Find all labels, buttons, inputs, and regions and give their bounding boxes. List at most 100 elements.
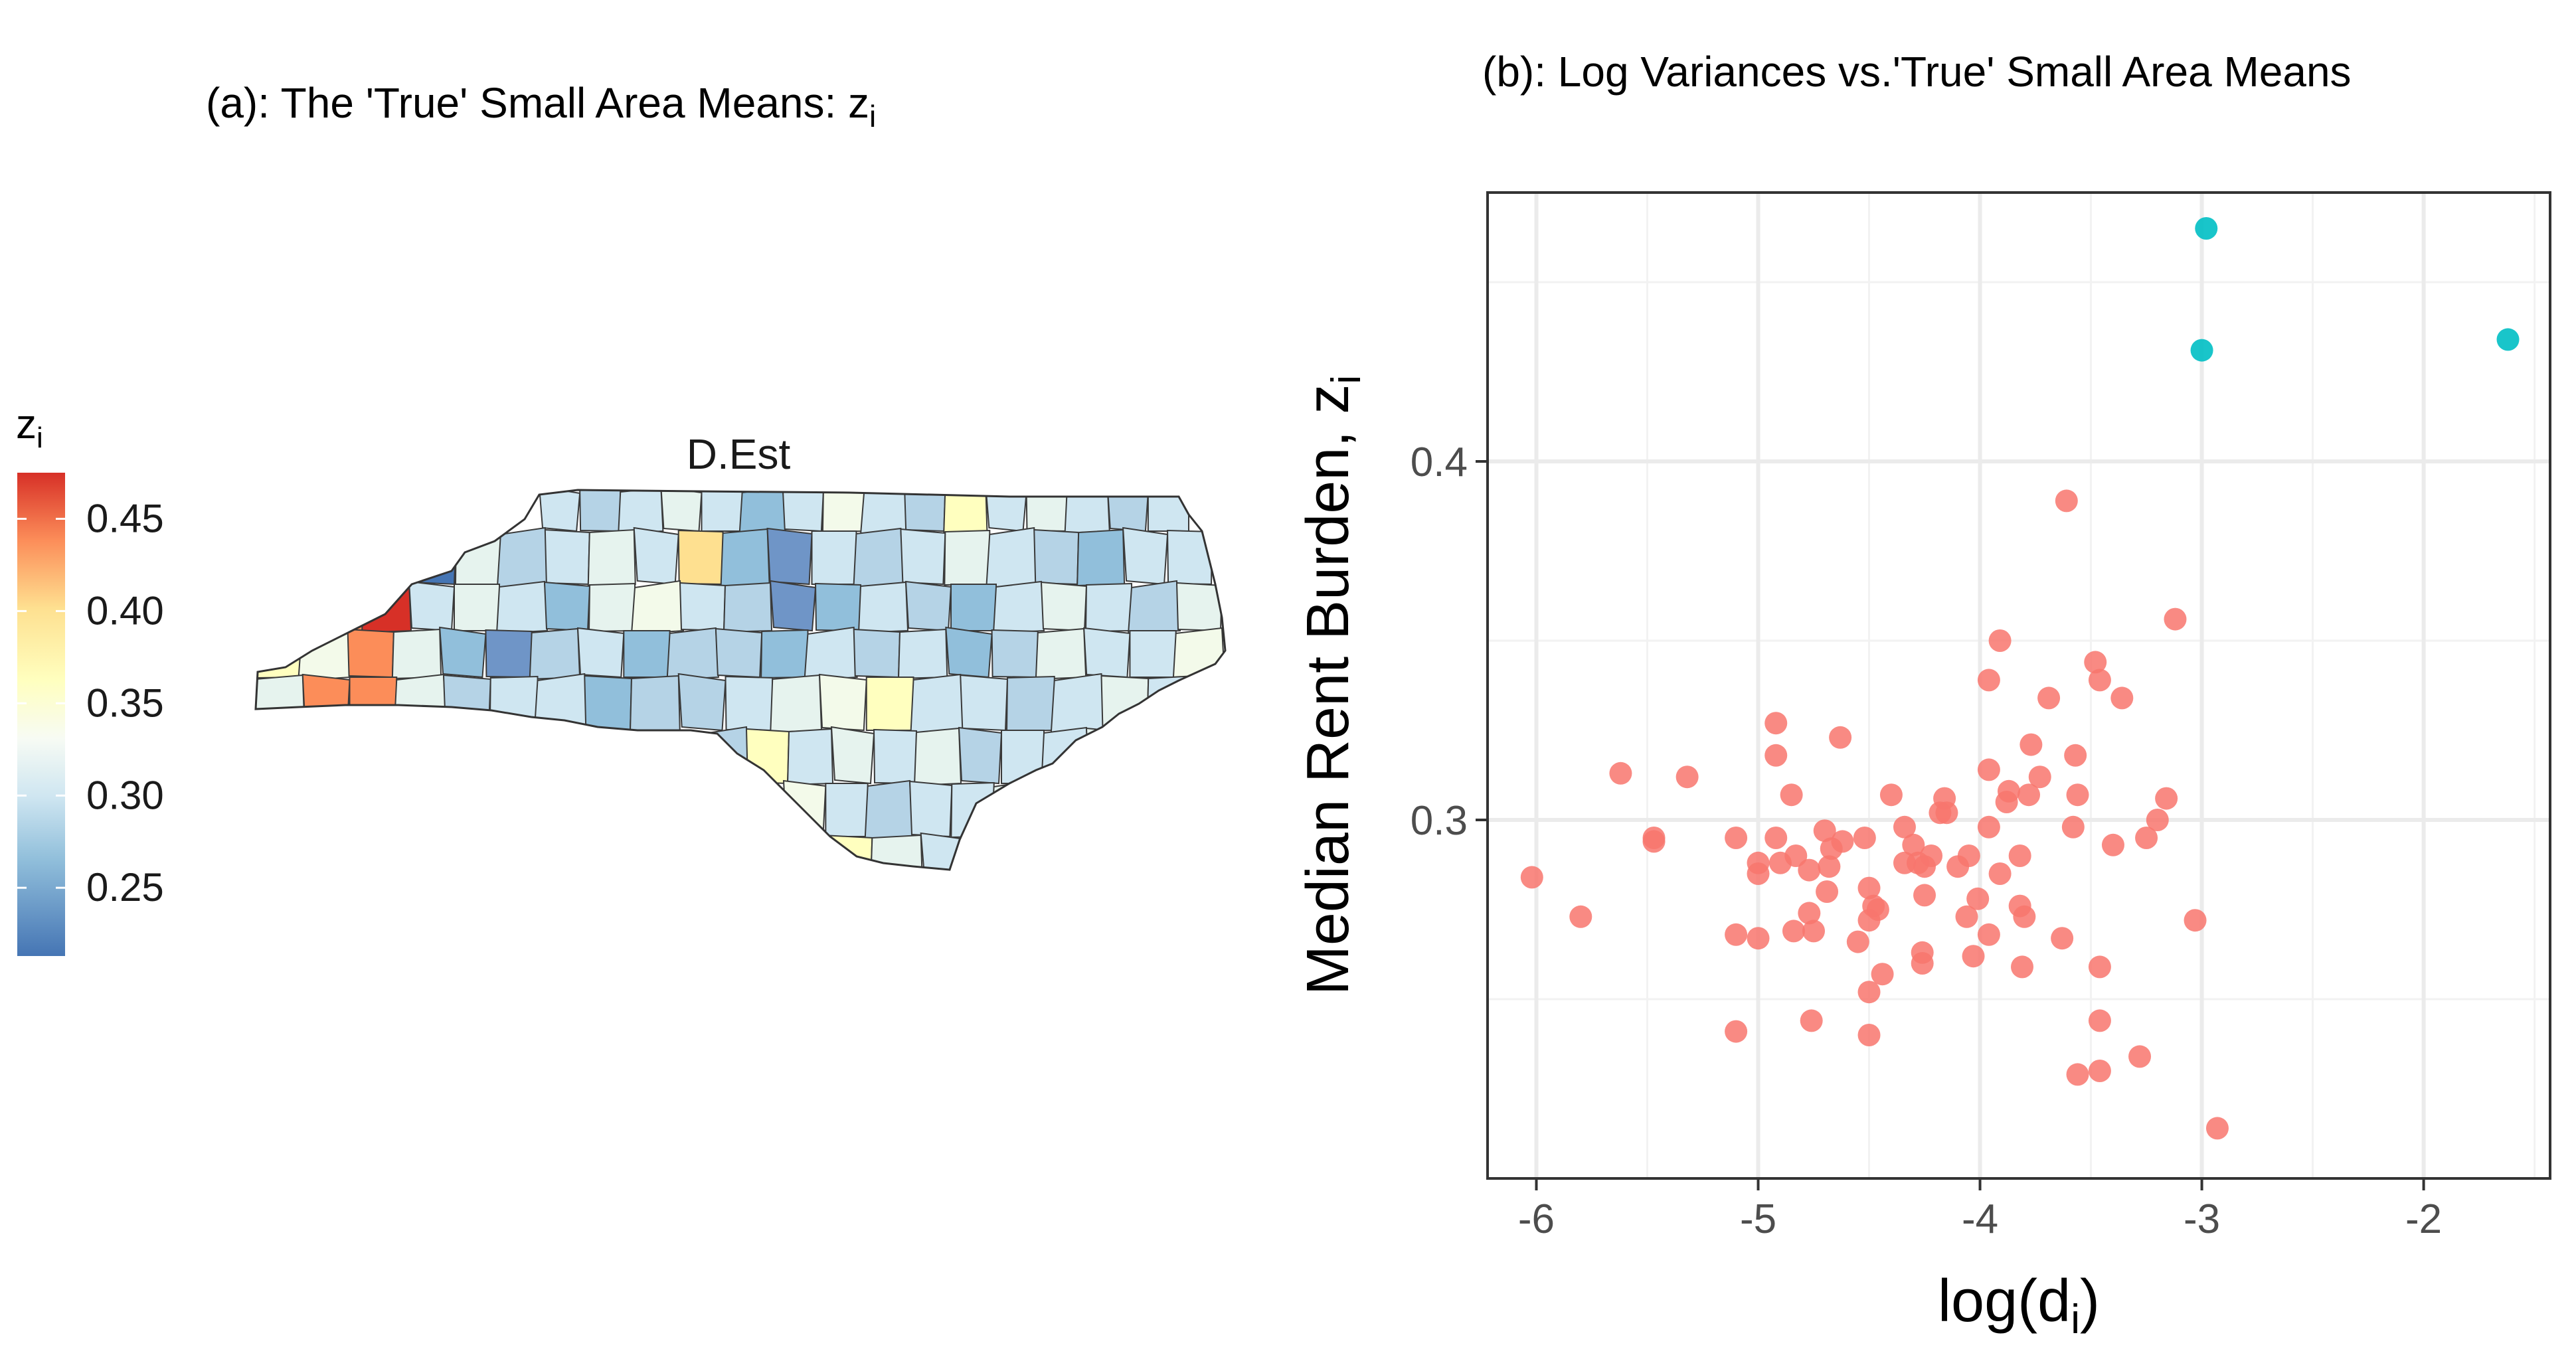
county-shape	[821, 490, 866, 533]
county-shape	[830, 726, 875, 785]
county-shape	[543, 581, 591, 632]
scatter-point-regular	[1893, 815, 1916, 839]
plot-background	[1488, 193, 2550, 1178]
county-shape	[738, 490, 786, 535]
county-shape	[1033, 528, 1080, 586]
y-tick-label: 0.3	[1411, 798, 1468, 844]
scatter-point-regular	[2088, 955, 2111, 979]
county-shape	[630, 580, 685, 635]
county-shape	[825, 783, 869, 837]
county-shape	[1050, 673, 1106, 735]
county-map	[254, 489, 1227, 871]
county-shape	[958, 726, 1003, 785]
county-shape	[720, 528, 770, 588]
scatter-point-regular	[2146, 809, 2169, 831]
x-tick-label: -4	[1962, 1196, 1998, 1242]
county-shape	[1127, 580, 1181, 635]
scatter-point-regular	[2037, 686, 2061, 710]
county-shape	[992, 580, 1045, 635]
scatter-point-regular	[1988, 629, 2012, 652]
map-strip-label: D.Est	[687, 430, 791, 478]
scatter-point-regular	[1609, 762, 1632, 785]
scatter-point-regular	[1829, 726, 1852, 749]
scatter-point-highlighted	[2496, 328, 2520, 351]
county-shape	[576, 627, 625, 679]
scatter-point-regular	[1675, 765, 1699, 789]
legend-tick-label: 0.45	[86, 496, 164, 540]
state-outline	[254, 489, 1227, 871]
scatter-point-regular	[2128, 1045, 2152, 1068]
legend-tick-label: 0.40	[86, 588, 164, 633]
scatter-point-regular	[1913, 884, 1936, 907]
legend: zi 0.45 0.40 0.35 0.30 0.25	[16, 402, 164, 956]
county-shape	[945, 626, 993, 679]
scatter-point-regular	[1747, 927, 1770, 950]
x-tick-label: -5	[1740, 1196, 1776, 1242]
scatter-point-regular	[1966, 887, 1990, 910]
scatter-point-regular	[1784, 844, 1808, 867]
county-shape	[1064, 490, 1110, 534]
scatter-point-regular	[2055, 489, 2078, 513]
legend-title: zi	[16, 402, 43, 454]
scatter-point-regular	[1798, 858, 1821, 882]
scatter-point-regular	[1977, 758, 2000, 781]
county-shape	[391, 628, 442, 680]
scatter-point-highlighted	[2190, 339, 2213, 362]
scatter-point-regular	[1764, 712, 1788, 735]
scatter-point-regular	[2164, 607, 2187, 631]
county-shape	[725, 675, 774, 732]
county-shape	[870, 834, 923, 870]
y-axis-title: Median Rent Burden, zi	[1295, 375, 1369, 995]
scatter-point-regular	[2066, 783, 2089, 807]
county-shape	[439, 626, 487, 679]
county-shape	[1084, 582, 1134, 633]
scatter-point-regular	[1780, 783, 1803, 807]
scatter-point-regular	[1977, 815, 2000, 839]
county-shape	[454, 529, 502, 586]
scatter-point-regular	[1816, 880, 1839, 903]
county-shape	[1106, 490, 1149, 532]
county-shape	[814, 582, 862, 632]
scatter-point-regular	[2184, 909, 2207, 932]
county-shape	[853, 527, 904, 588]
scatter-point-regular	[2088, 1009, 2111, 1032]
county-shape	[442, 674, 491, 732]
county-shape	[1025, 490, 1068, 532]
county-shape	[822, 834, 873, 870]
county-shape	[529, 627, 581, 681]
county-shape	[913, 727, 962, 787]
scatter-point-regular	[2028, 765, 2051, 789]
plot-panel-border	[1486, 191, 2551, 1180]
county-shape	[633, 526, 679, 586]
county-shape	[910, 673, 964, 734]
scatter-point-regular	[2088, 669, 2111, 692]
scatter-point-regular	[1866, 898, 1889, 921]
scatter-point-regular	[2051, 927, 2074, 950]
scatter-point-regular	[1997, 779, 2020, 803]
legend-tick-label: 0.35	[86, 681, 164, 725]
county-shape	[349, 677, 398, 731]
county-shape	[853, 628, 901, 679]
county-shape	[904, 580, 952, 632]
legend-ticks: 0.45 0.40 0.35 0.30 0.25	[17, 496, 164, 910]
county-shape	[485, 629, 533, 679]
county-shape	[908, 780, 953, 838]
county-shape	[393, 673, 448, 734]
county-shape	[579, 490, 622, 532]
scatter-point-regular	[2064, 744, 2087, 767]
scatter-point-regular	[1642, 827, 1666, 849]
scatter-point-regular	[1977, 669, 2000, 692]
county-shape	[618, 490, 664, 534]
scatter-point-regular	[1813, 819, 1836, 842]
x-tick-label: -3	[2184, 1196, 2220, 1242]
plot-area	[1486, 191, 2551, 1180]
county-shape	[769, 580, 817, 632]
y-tick-label: 0.4	[1411, 440, 1468, 485]
county-shape	[989, 779, 1041, 841]
scatter-point-regular	[2135, 827, 2158, 849]
county-shape	[454, 584, 500, 631]
scatter-point-regular	[2061, 815, 2085, 839]
scatter-point-regular	[1520, 866, 1543, 889]
legend-colorbar	[17, 473, 65, 956]
scatter-point-regular	[1831, 830, 1854, 853]
